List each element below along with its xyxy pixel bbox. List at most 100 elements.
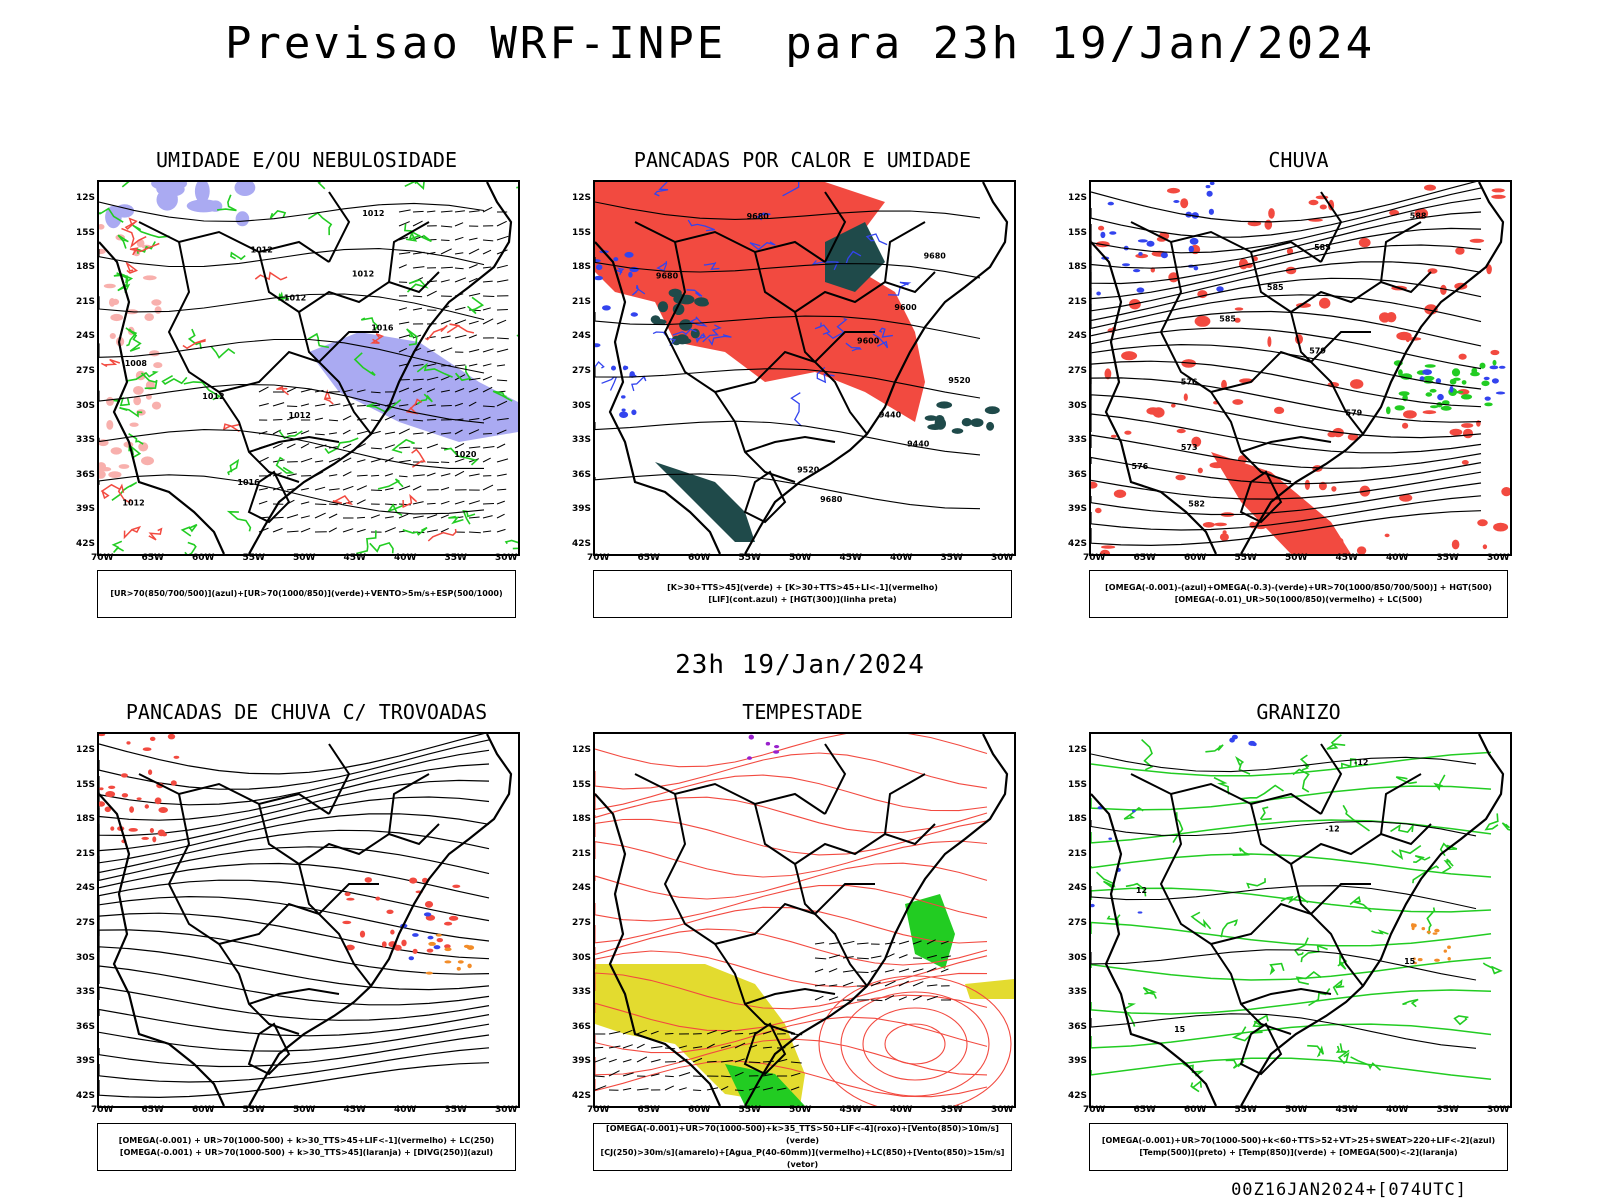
contour-label: 576 bbox=[1132, 462, 1149, 471]
severe-storm-area bbox=[773, 750, 780, 754]
country-border bbox=[1239, 1022, 1283, 1076]
precipitation-area bbox=[1331, 486, 1337, 492]
wind-vector bbox=[454, 277, 467, 283]
latitude-label: 18S bbox=[1068, 814, 1088, 825]
precipitation-area bbox=[1124, 430, 1132, 435]
humidity-area bbox=[129, 422, 139, 427]
instability-area bbox=[924, 415, 938, 421]
streamline bbox=[1091, 211, 1482, 269]
streamline bbox=[1091, 244, 1482, 300]
precipitable-water-contour bbox=[595, 994, 988, 1032]
forecast-map: 588 585 585 585 579 576 579 573 576 582 bbox=[1089, 180, 1512, 556]
lifted-index-contour bbox=[703, 261, 720, 270]
wind-vector bbox=[440, 432, 452, 435]
latitude-label: 30S bbox=[76, 400, 96, 411]
precipitation-area bbox=[1183, 393, 1188, 401]
precipitable-water-contour bbox=[595, 950, 988, 988]
latitude-label: 30S bbox=[1068, 952, 1088, 963]
wind-vector bbox=[734, 1071, 744, 1077]
latitude-label: 30S bbox=[572, 952, 592, 963]
latitude-label: 18S bbox=[76, 262, 96, 273]
wind-vector bbox=[856, 957, 869, 960]
longitude-label: 50W bbox=[789, 1105, 812, 1115]
longitude-label: 30W bbox=[495, 553, 518, 563]
humidity-low-levels-contour bbox=[99, 207, 124, 223]
thickness-contour bbox=[411, 448, 426, 468]
thickness-contour bbox=[124, 217, 138, 230]
longitude-label: 40W bbox=[394, 1105, 417, 1115]
omega-weak-area bbox=[1216, 286, 1224, 292]
legend-line: [OMEGA(-0.001)-(azul)+OMEGA(-0.3)-(verde… bbox=[1105, 583, 1492, 592]
latitude-label: 12S bbox=[572, 745, 592, 755]
wind-vector bbox=[412, 220, 423, 227]
streamline bbox=[1091, 310, 1482, 347]
wind-vector bbox=[926, 967, 937, 973]
wind-vector bbox=[496, 279, 509, 283]
precipitation-area bbox=[1222, 530, 1227, 535]
contour-label: 1016 bbox=[371, 323, 394, 332]
wind-vector bbox=[370, 514, 380, 519]
wind-vector bbox=[356, 459, 366, 463]
wind-vector bbox=[496, 400, 508, 407]
wind-vector bbox=[664, 1075, 674, 1078]
wind-vector bbox=[482, 386, 493, 393]
wind-vector bbox=[440, 347, 453, 353]
wind-vector bbox=[398, 252, 411, 255]
omega-weak-area bbox=[1191, 212, 1199, 219]
country-border bbox=[794, 311, 868, 435]
wind-vector bbox=[454, 500, 465, 505]
omega-weak-area bbox=[1188, 245, 1194, 253]
contour-label: 1012 bbox=[251, 246, 273, 255]
thunderstorm-area bbox=[412, 948, 418, 954]
country-border bbox=[824, 743, 847, 815]
longitude-label: 70W bbox=[1083, 1105, 1106, 1115]
precipitation-area bbox=[1347, 433, 1359, 441]
wind-vector bbox=[370, 430, 381, 435]
wind-vector bbox=[440, 375, 451, 381]
humidity-area bbox=[133, 396, 142, 406]
wind-vector bbox=[912, 995, 922, 1001]
wind-vector bbox=[482, 457, 491, 463]
latitude-label: 33S bbox=[1068, 435, 1088, 446]
wind-vector bbox=[482, 375, 492, 381]
omega-weak-area bbox=[1424, 370, 1432, 375]
wind-vector bbox=[412, 387, 423, 393]
latitude-label: 12S bbox=[572, 193, 592, 203]
thunderstorm-weak-area bbox=[456, 966, 461, 971]
latitude-label: 36S bbox=[1068, 1021, 1088, 1032]
hail-area bbox=[1137, 911, 1143, 914]
contour-label: -12 bbox=[1354, 758, 1368, 767]
streamline bbox=[99, 862, 490, 899]
humidity-low-levels-contour bbox=[307, 211, 333, 236]
thunderstorm-area bbox=[120, 773, 128, 778]
contour-label: 9600 bbox=[894, 303, 917, 312]
wind-vector bbox=[300, 515, 310, 519]
country-border bbox=[743, 470, 787, 524]
wind-vector bbox=[912, 981, 924, 987]
lifted-index-contour bbox=[702, 324, 722, 343]
humidity-low-levels-contour bbox=[140, 372, 158, 390]
lifted-index-contour bbox=[826, 317, 848, 339]
longitude-label: 70W bbox=[91, 1105, 114, 1115]
longitude-label: 45W bbox=[343, 553, 366, 563]
longitude-label: 55W bbox=[242, 1105, 265, 1115]
omega-weak-area bbox=[1189, 237, 1199, 245]
wind-vector bbox=[734, 1033, 744, 1035]
wind-vector bbox=[720, 1030, 732, 1035]
coastline bbox=[1091, 734, 1505, 1106]
thunderstorm-area bbox=[142, 747, 152, 751]
hail-area bbox=[1229, 737, 1235, 743]
wind-vector bbox=[468, 349, 480, 353]
wind-vector bbox=[356, 474, 368, 477]
wind-vector bbox=[720, 1044, 731, 1049]
coastline bbox=[99, 734, 513, 1106]
humidity-area bbox=[108, 471, 122, 478]
wind-vector bbox=[258, 487, 268, 491]
wind-vector bbox=[636, 1088, 649, 1091]
omega-weak-area bbox=[1489, 365, 1499, 370]
humidity-area bbox=[151, 401, 162, 410]
thunderstorm-area bbox=[401, 939, 407, 947]
omega-weak-area bbox=[1483, 376, 1490, 381]
precipitation-area bbox=[1319, 297, 1331, 309]
wind-vector bbox=[412, 266, 425, 269]
